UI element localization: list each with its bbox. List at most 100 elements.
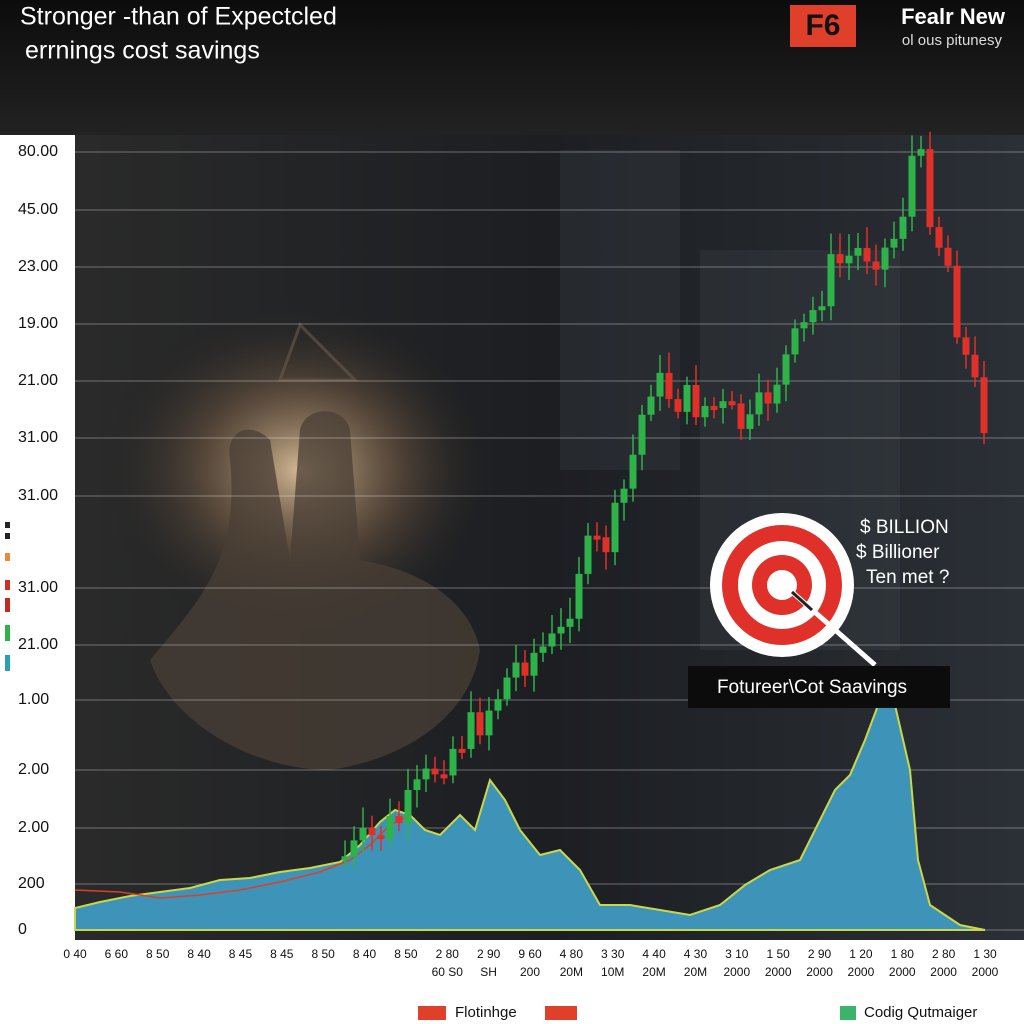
candle-body	[413, 779, 421, 791]
target-text: $ BILLION	[860, 517, 949, 538]
x-axis-label: 8 50	[394, 947, 418, 961]
x-axis-label: 8 50	[312, 947, 336, 961]
candle-body	[683, 385, 691, 412]
marker	[5, 580, 10, 590]
x-axis-label: 2000	[889, 965, 916, 979]
logo-box	[790, 5, 856, 47]
candle-body	[539, 646, 547, 653]
candle-body	[440, 774, 448, 779]
y-axis-label: 21.00	[18, 372, 58, 389]
x-axis-label: 0 40	[63, 947, 87, 961]
candle-body	[764, 392, 772, 404]
candle-body	[719, 401, 727, 409]
marker	[5, 522, 10, 528]
candle-body	[773, 384, 781, 404]
x-axis-label: 2000	[765, 965, 792, 979]
candle-body	[404, 790, 412, 824]
y-axis-label: 19.00	[18, 315, 58, 332]
x-axis-label: 2000	[972, 965, 999, 979]
candle-body	[692, 385, 700, 418]
x-axis-label: SH	[480, 965, 497, 979]
legend-swatch	[840, 1006, 856, 1020]
x-axis-label: 8 40	[187, 947, 211, 961]
target-text: $ Billioner	[856, 542, 940, 563]
candle-body	[890, 238, 898, 248]
candle-body	[431, 768, 439, 775]
x-axis-label: 8 45	[229, 947, 253, 961]
candle-body	[728, 401, 736, 406]
candle-body	[629, 454, 637, 489]
logo: F6	[805, 9, 840, 42]
x-axis-label: 60 S0	[432, 965, 464, 979]
volume-area	[74, 698, 986, 931]
candle-body	[836, 254, 844, 264]
x-axis-label: 8 50	[146, 947, 170, 961]
candle-body	[620, 488, 628, 503]
bg-shape	[560, 150, 680, 470]
y-axis-label: 80.00	[18, 143, 58, 160]
x-axis-label: 1 80	[891, 947, 915, 961]
candle-body	[593, 535, 601, 540]
x-axis-label: 2 90	[477, 947, 501, 961]
x-axis-label: 4 80	[560, 947, 584, 961]
candle-body	[566, 618, 574, 627]
y-axis-label: 31.00	[18, 487, 58, 504]
marker	[5, 598, 10, 612]
legend-label: Flotinhge	[455, 1004, 517, 1021]
candle-body	[494, 699, 502, 711]
candle-body	[944, 247, 952, 266]
x-axis-label: 2000	[848, 965, 875, 979]
dart	[790, 590, 814, 612]
x-axis-labels: 0 40 6 60 8 50 8 40 8 45 8 45 8 50 8 40 8 50 2 80…	[63, 947, 998, 979]
y-axis-label: 200	[18, 875, 45, 892]
candle-body	[926, 149, 934, 228]
x-axis-label: 8 40	[353, 947, 377, 961]
legend-swatch	[545, 1006, 577, 1020]
x-axis-label: 1 50	[767, 947, 791, 961]
marker	[5, 625, 10, 641]
legend-label: Codig Qutmaiger	[864, 1004, 977, 1021]
candle-body	[755, 392, 763, 415]
candle-body	[980, 377, 988, 434]
target	[710, 513, 877, 667]
candle-body	[908, 155, 916, 217]
candle-body	[503, 677, 511, 700]
side-markers	[5, 522, 10, 671]
candle-body	[575, 573, 583, 619]
legend-swatch	[418, 1006, 446, 1020]
brand: Fealr New	[901, 4, 1006, 29]
callout-box	[688, 666, 950, 708]
candle-body	[845, 255, 853, 264]
x-axis-label: 4 40	[642, 947, 666, 961]
y-axis-label: 0	[18, 921, 27, 938]
x-axis-label: 9 60	[518, 947, 542, 961]
candle-body	[791, 328, 799, 355]
x-axis-label: 8 45	[270, 947, 294, 961]
arrow-shape	[277, 322, 359, 382]
y-axis-label: 2.00	[18, 761, 49, 778]
candle-body	[953, 265, 961, 338]
candle-body	[584, 535, 592, 574]
marker	[5, 655, 10, 671]
y-axis-label: 31.00	[18, 429, 58, 446]
x-axis-label: 2 80	[932, 947, 956, 961]
candle-body	[701, 406, 709, 418]
y-axis-label: 21.00	[18, 636, 58, 653]
candle-body	[800, 322, 808, 329]
candle-body	[827, 254, 835, 307]
target-text: Ten met ?	[866, 567, 949, 588]
candle-body	[368, 827, 376, 836]
x-axis-label: 2000	[806, 965, 833, 979]
candle-body	[854, 247, 862, 256]
axis-strip	[0, 135, 75, 940]
candle-body	[530, 652, 538, 676]
y-axis-label: 45.00	[18, 201, 58, 218]
candle-body	[737, 403, 745, 429]
candle-body	[656, 372, 664, 397]
x-axis-label: 2000	[930, 965, 957, 979]
x-axis-label: 3 10	[725, 947, 749, 961]
candle-body	[359, 827, 367, 841]
candle-body	[467, 712, 475, 749]
x-axis-label: 20M	[642, 965, 665, 979]
